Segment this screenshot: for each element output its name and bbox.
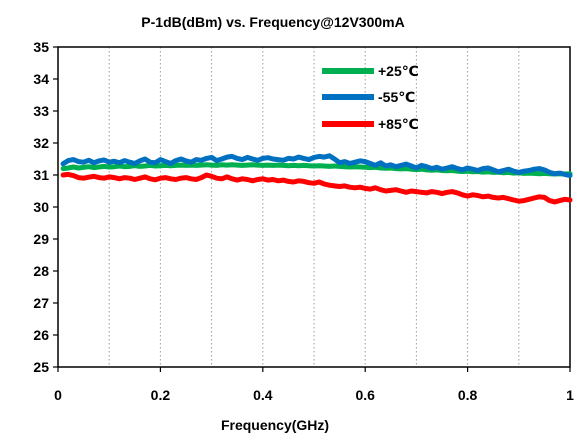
chart-title: P-1dB(dBm) vs. Frequency@12V300mA: [141, 14, 404, 30]
series-line-minus55c: [60, 153, 573, 179]
y-tick-label: 33: [33, 103, 49, 119]
series-line-25c: [60, 162, 573, 177]
y-tick-label: 30: [33, 199, 49, 215]
x-tick-label: 0.2: [151, 387, 171, 403]
legend-label-minus55c: -55℃: [378, 89, 415, 105]
y-tick-label: 28: [33, 263, 49, 279]
y-tick-label: 32: [33, 135, 49, 151]
x-tick-label: 0.4: [253, 387, 273, 403]
y-tick-label: 26: [33, 327, 49, 343]
x-axis-label: Frequency(GHz): [221, 417, 329, 433]
x-axis: 0 0.2 0.4 0.6 0.8 1: [54, 367, 574, 403]
y-axis: 25 26 27 28 29 30 31 32 33 34 35: [33, 39, 58, 375]
y-tick-label: 27: [33, 295, 49, 311]
y-tick-label: 25: [33, 359, 49, 375]
legend-label-85c: +85℃: [378, 116, 419, 132]
grid-lines: [108, 47, 520, 367]
series-line-85c: [60, 171, 573, 205]
x-tick-label: 1: [566, 387, 574, 403]
legend-label-25c: +25℃: [378, 63, 419, 79]
legend: +25℃ -55℃ +85℃: [322, 63, 419, 132]
series-lines: [60, 153, 573, 205]
y-tick-label: 31: [33, 167, 49, 183]
x-tick-label: 0.8: [458, 387, 478, 403]
y-tick-label: 34: [33, 71, 49, 87]
x-tick-label: 0.6: [355, 387, 375, 403]
y-tick-label: 35: [33, 39, 49, 55]
x-tick-label: 0: [54, 387, 62, 403]
y-tick-label: 29: [33, 231, 49, 247]
